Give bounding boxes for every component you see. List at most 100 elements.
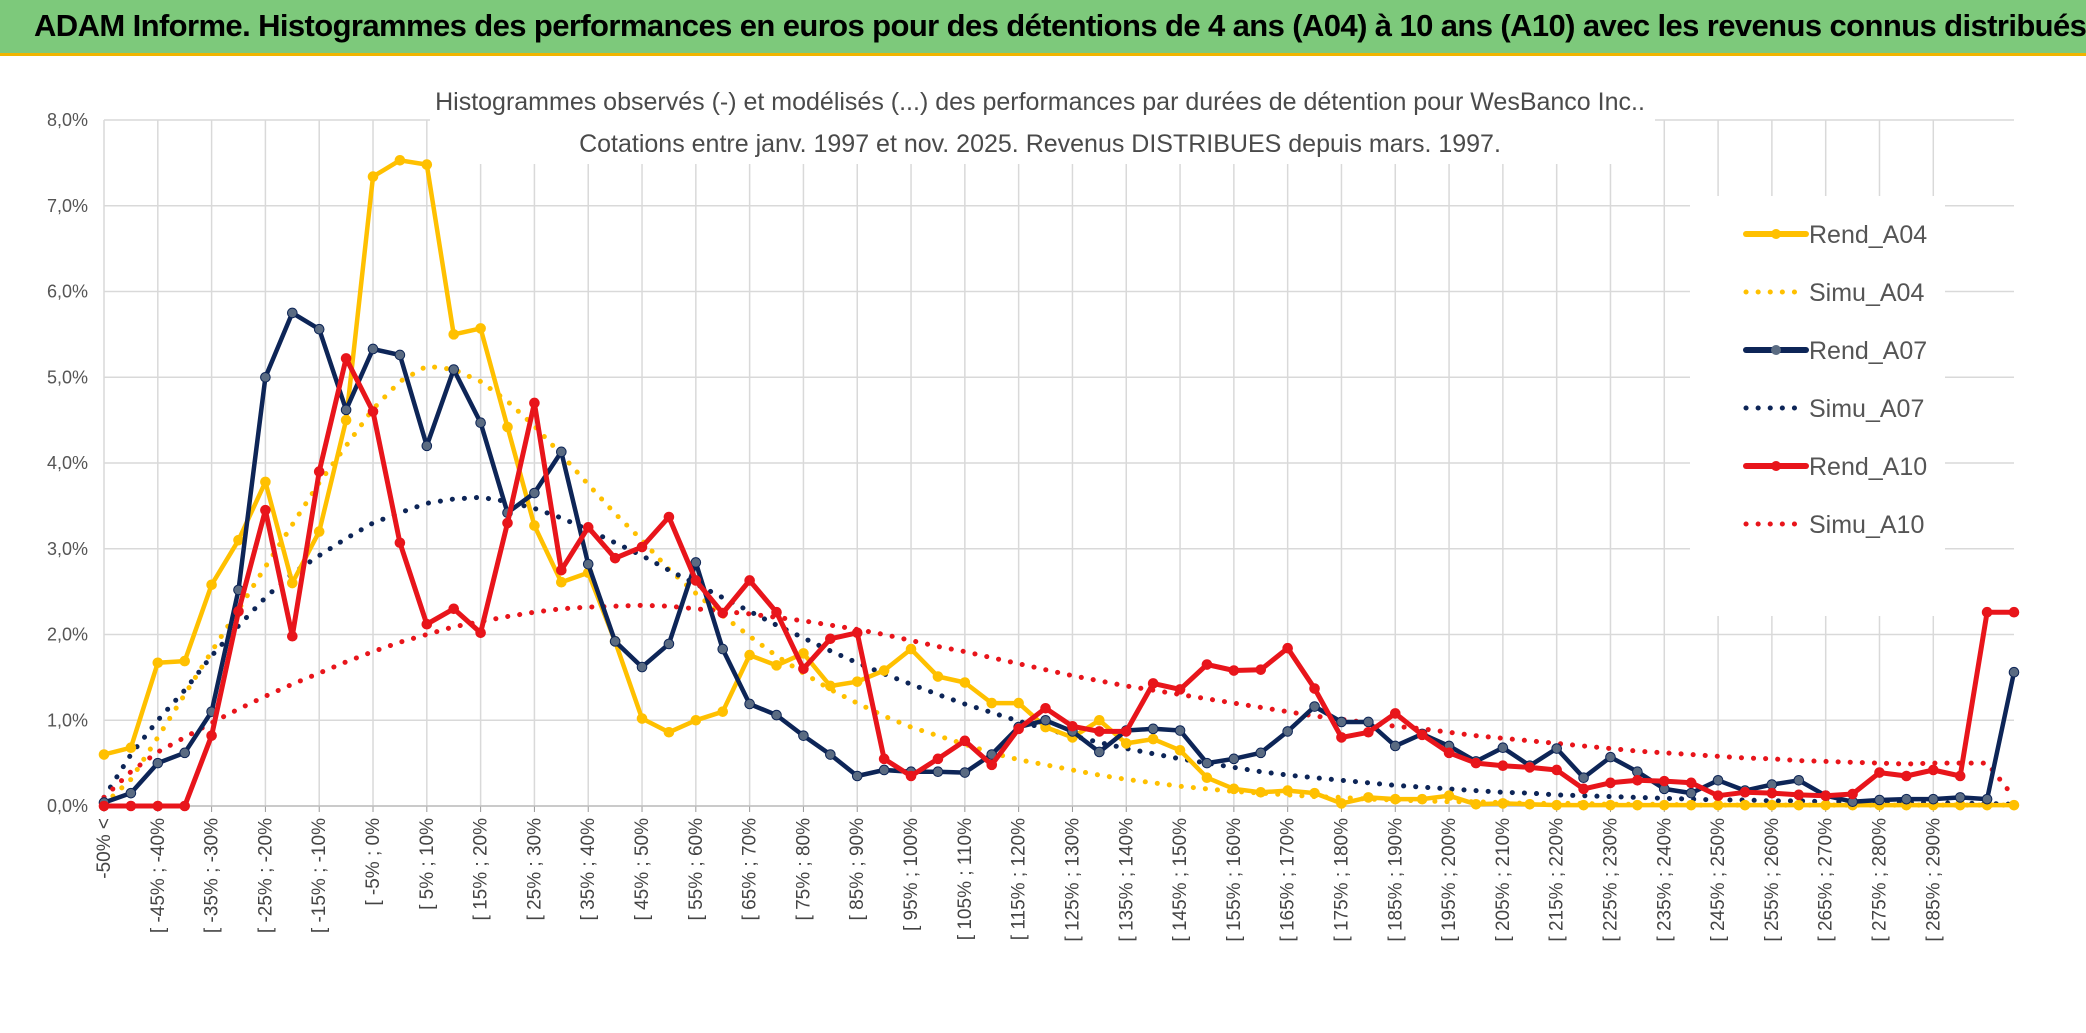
legend-label-rend-a10: Rend_A10 [1809, 453, 1927, 481]
data-point-rend-a07 [394, 349, 406, 361]
y-tick-label: 4,0% [47, 453, 88, 473]
y-tick-label: 0,0% [47, 796, 88, 816]
data-point-rend-a07 [582, 558, 594, 570]
data-point-rend-a04 [1282, 785, 1293, 796]
series-line-simu-a04 [101, 363, 2017, 808]
legend-label-simu-a10: Simu_A10 [1809, 511, 1924, 539]
data-point-rend-a04 [1147, 733, 1159, 745]
y-tick-label: 8,0% [47, 110, 88, 130]
data-point-rend-a07 [152, 757, 164, 769]
data-point-rend-a07 [851, 770, 863, 782]
data-point-rend-a07 [125, 787, 137, 799]
data-point-rend-a04 [878, 665, 890, 676]
legend-marker-rend-a04 [1771, 229, 1781, 239]
x-tick-label: [ 155% ; 160% [1224, 818, 1245, 942]
title-backdrop [430, 56, 1655, 164]
data-point-rend-a07 [421, 440, 433, 452]
data-point-rend-a10 [1981, 606, 1993, 618]
data-point-rend-a07 [1578, 772, 1589, 784]
report-banner: ADAM Informe. Histogrammes des performan… [0, 0, 2086, 56]
data-point-rend-a04 [636, 713, 648, 724]
data-point-rend-a07 [1201, 757, 1213, 769]
data-point-rend-a10 [771, 606, 782, 618]
data-point-rend-a10 [636, 541, 648, 553]
grid-layer [103, 119, 2014, 807]
data-point-rend-a04 [313, 526, 325, 537]
data-point-rend-a10 [959, 735, 971, 747]
data-point-rend-a07 [1793, 774, 1805, 786]
data-point-rend-a04 [179, 655, 191, 667]
data-point-rend-a10 [932, 753, 944, 765]
data-point-rend-a10 [1685, 777, 1697, 789]
x-tick-label: [ 55% ; 60% [686, 818, 707, 921]
data-point-rend-a10 [1282, 642, 1293, 654]
data-point-rend-a07 [313, 323, 325, 335]
x-tick-label: [ 285% ; 290% [1923, 818, 1944, 942]
data-point-rend-a04 [206, 579, 217, 591]
data-point-rend-a10 [1094, 726, 1105, 737]
y-tick-label: 3,0% [47, 539, 88, 559]
data-point-rend-a07 [1497, 742, 1509, 753]
data-point-rend-a07 [1255, 747, 1267, 759]
data-point-rend-a04 [421, 159, 433, 170]
data-point-rend-a10 [1954, 770, 1966, 782]
data-point-rend-a04 [1632, 799, 1643, 811]
x-tick-label: [ 25% ; 30% [524, 818, 545, 921]
data-point-rend-a04 [1685, 799, 1697, 811]
y-tick-label: 1,0% [47, 710, 88, 730]
data-point-rend-a04 [1013, 697, 1024, 709]
data-point-rend-a04 [1497, 798, 1509, 809]
data-point-rend-a04 [1094, 714, 1105, 726]
data-point-rend-a10 [825, 633, 836, 645]
x-tick-label: [ -15% ; -10% [309, 818, 330, 933]
legend-label-simu-a07: Simu_A07 [1809, 395, 1924, 423]
axis-layer: 0,0% 1,0% 2,0% 3,0% 4,0% 5,0% 6,0% 7,0% 8,0% -50%… [47, 110, 2014, 942]
data-point-rend-a10 [1578, 783, 1589, 795]
x-tick-label: [ 135% ; 140% [1116, 818, 1137, 942]
x-tick-label: [ 125% ; 130% [1062, 818, 1083, 942]
legend-label-rend-a04: Rend_A04 [1809, 221, 1927, 249]
data-point-rend-a04 [340, 414, 352, 426]
data-point-rend-a04 [1524, 798, 1536, 810]
x-tick-label: [ -5% ; 0% [363, 818, 384, 906]
data-point-rend-a10 [367, 406, 379, 417]
data-point-rend-a10 [1605, 777, 1616, 789]
data-point-rend-a04 [1766, 799, 1778, 811]
data-point-rend-a10 [1363, 726, 1374, 738]
data-point-rend-a07 [932, 766, 944, 778]
x-tick-label: -50% < [94, 818, 115, 879]
data-point-rend-a04 [825, 680, 836, 692]
y-tick-label: 2,0% [47, 625, 88, 645]
x-tick-label: [ 185% ; 190% [1385, 818, 1406, 942]
data-point-rend-a07 [179, 747, 191, 759]
data-point-rend-a07 [1685, 787, 1697, 799]
data-point-rend-a10 [986, 759, 998, 771]
data-point-rend-a07 [1712, 774, 1724, 786]
data-point-rend-a10 [851, 627, 863, 639]
data-point-rend-a10 [1470, 757, 1482, 769]
y-tick-label: 5,0% [47, 367, 88, 387]
data-point-rend-a07 [1094, 746, 1105, 758]
data-point-rend-a07 [690, 557, 702, 568]
x-tick-label: [ 65% ; 70% [740, 818, 761, 921]
data-point-rend-a04 [1578, 799, 1589, 811]
data-point-rend-a07 [717, 643, 729, 655]
data-point-rend-a07 [556, 446, 567, 458]
x-tick-label: [ 215% ; 220% [1547, 818, 1568, 942]
data-point-rend-a10 [1416, 729, 1428, 741]
data-point-rend-a07 [1901, 793, 1912, 805]
data-point-rend-a04 [851, 676, 863, 687]
data-point-rend-a04 [1120, 738, 1132, 749]
data-point-rend-a07 [1309, 701, 1320, 712]
data-point-rend-a10 [1632, 774, 1643, 786]
x-tick-label: [ 75% ; 80% [793, 818, 814, 921]
data-point-rend-a07 [1981, 793, 1993, 805]
data-point-rend-a10 [1927, 764, 1939, 776]
data-point-rend-a10 [1497, 760, 1509, 771]
series-line-simu-a10 [101, 602, 2017, 800]
x-tick-label: [ 265% ; 270% [1816, 818, 1837, 942]
data-point-rend-a07 [367, 343, 379, 355]
x-tick-label: [ 225% ; 230% [1600, 818, 1621, 942]
data-point-rend-a04 [1201, 772, 1213, 784]
data-point-rend-a07 [825, 749, 836, 760]
